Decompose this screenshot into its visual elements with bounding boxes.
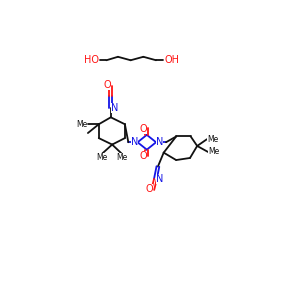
Text: N: N bbox=[156, 137, 163, 147]
Text: Me: Me bbox=[117, 152, 128, 161]
Text: Me: Me bbox=[208, 148, 220, 157]
Text: Me: Me bbox=[76, 120, 87, 129]
Text: O: O bbox=[139, 124, 147, 134]
Text: N: N bbox=[111, 103, 118, 112]
Text: Me: Me bbox=[96, 152, 107, 161]
Text: O: O bbox=[103, 80, 111, 90]
Text: HO: HO bbox=[84, 55, 99, 65]
Text: Me: Me bbox=[207, 135, 218, 144]
Text: N: N bbox=[156, 174, 163, 184]
Text: N: N bbox=[131, 137, 138, 147]
Text: O: O bbox=[145, 184, 153, 194]
Text: OH: OH bbox=[164, 55, 179, 65]
Text: O: O bbox=[139, 151, 147, 161]
